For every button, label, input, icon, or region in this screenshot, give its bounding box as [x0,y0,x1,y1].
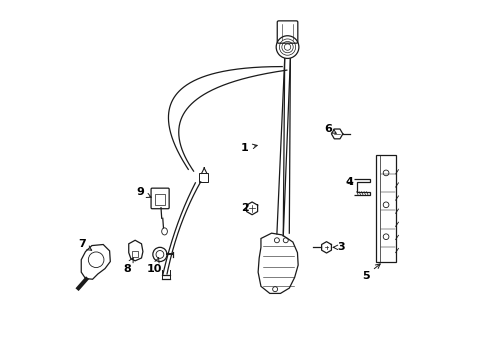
Bar [376,155,395,261]
Bar [199,173,208,182]
Bar [132,251,138,257]
Text: 2: 2 [241,203,249,213]
Text: 9: 9 [137,188,151,197]
Text: 10: 10 [147,258,162,274]
Text: 3: 3 [333,242,344,252]
Text: 7: 7 [78,239,92,250]
Text: 6: 6 [324,123,336,134]
Text: 8: 8 [123,258,133,274]
Bar [155,194,165,205]
Text: 5: 5 [362,264,380,281]
Text: 1: 1 [241,143,257,153]
Text: 4: 4 [345,177,353,187]
